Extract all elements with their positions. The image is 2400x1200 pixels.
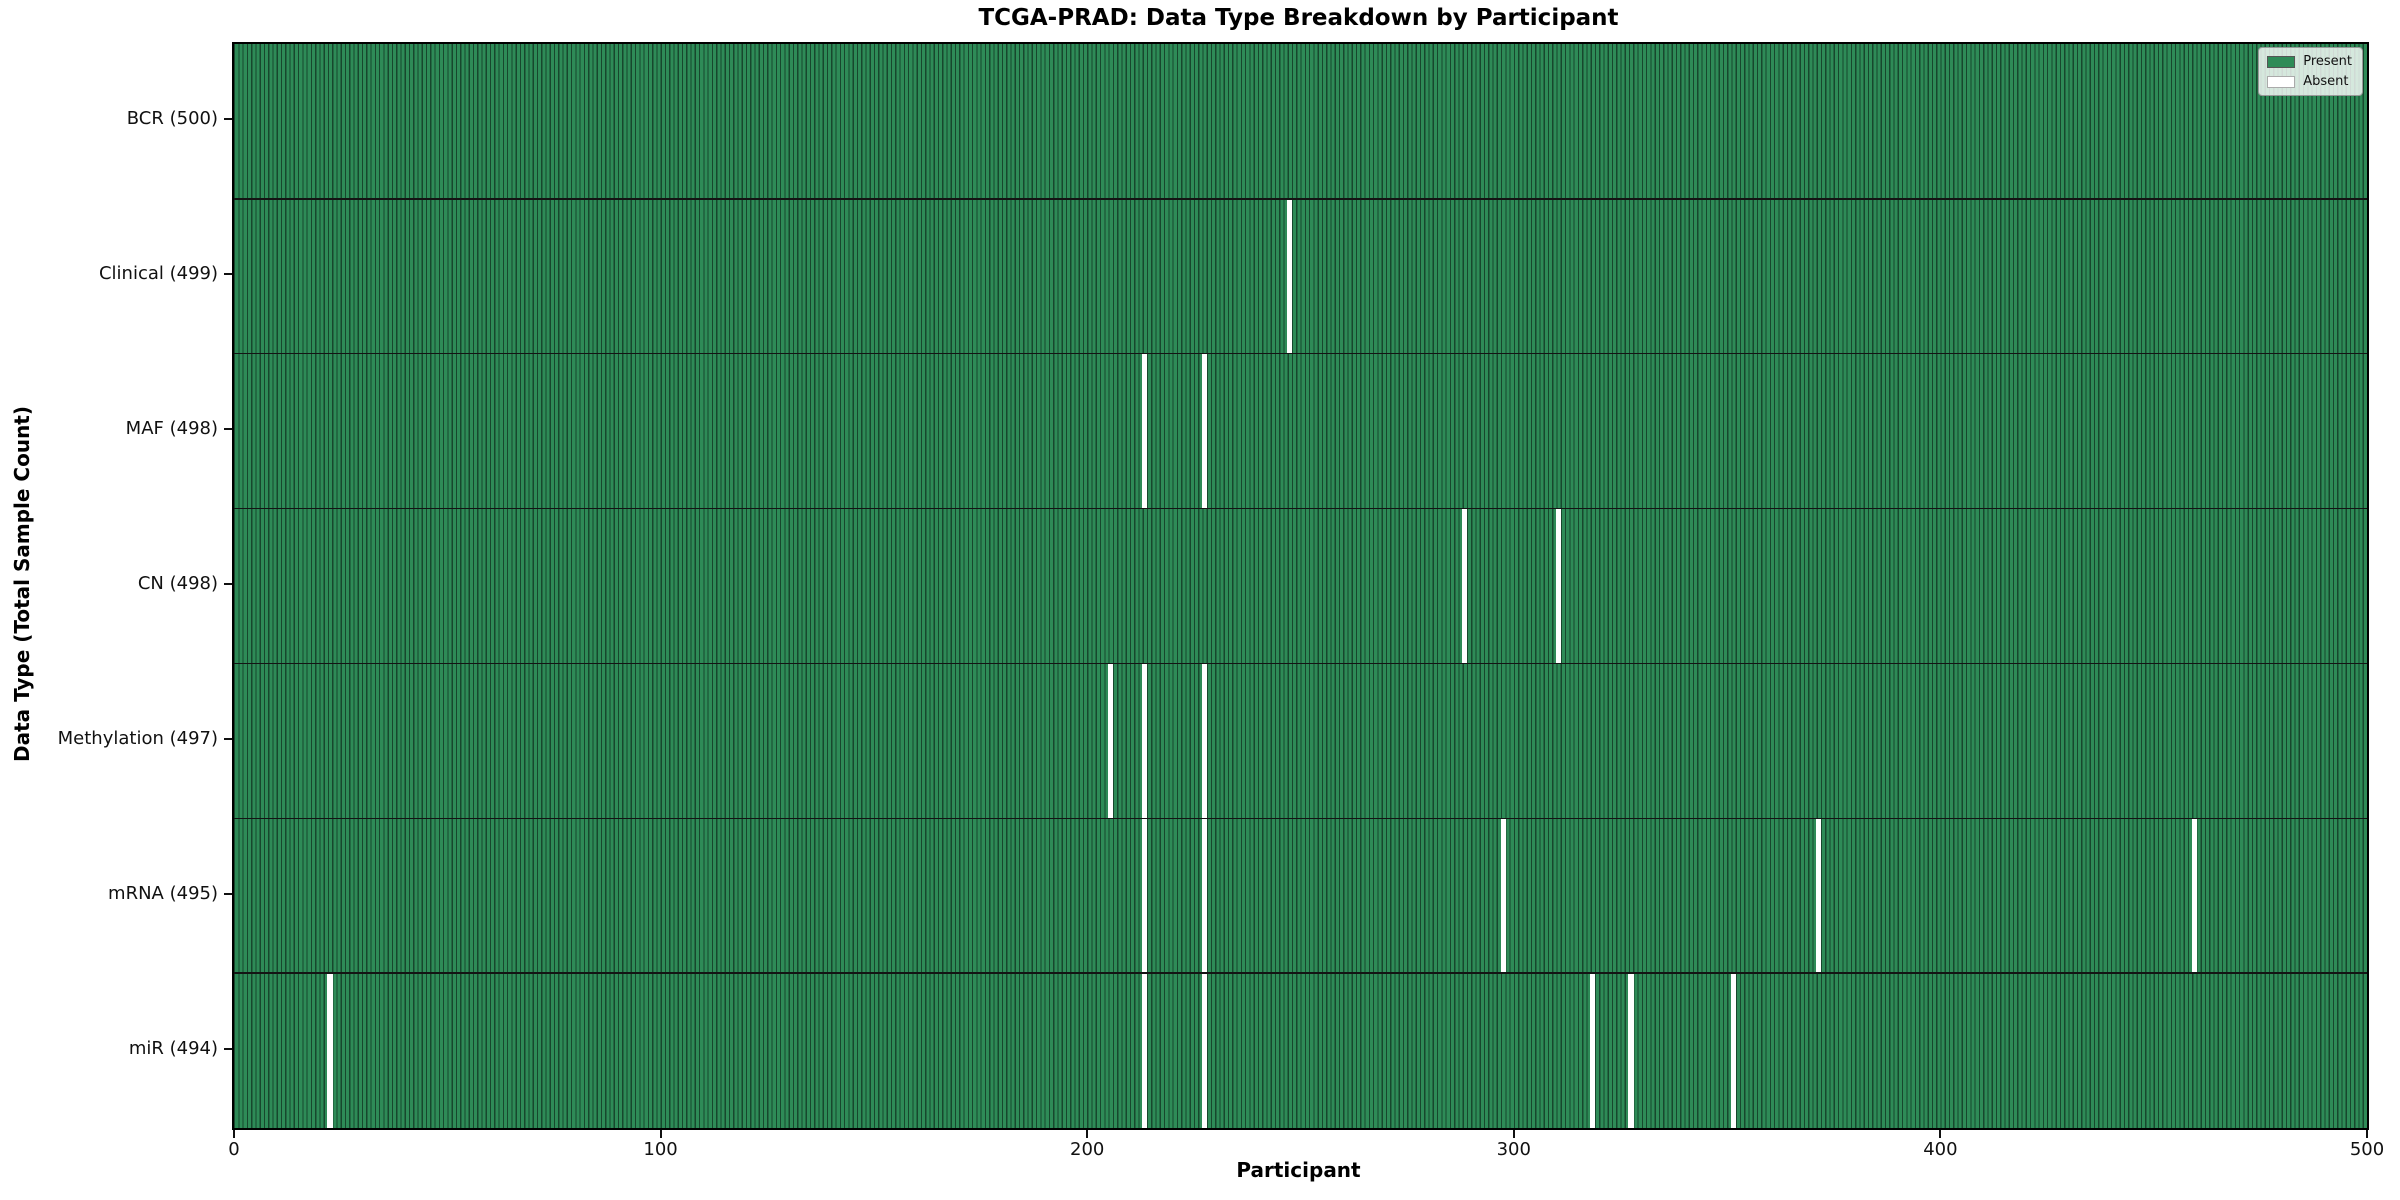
data-type-row-miR bbox=[234, 973, 2367, 1128]
y-tick-label: BCR (500) bbox=[126, 108, 218, 130]
y-tick-label: CN (498) bbox=[137, 573, 218, 594]
absent-gap bbox=[1730, 973, 1737, 1128]
x-tick-mark bbox=[2366, 1130, 2368, 1138]
x-tick-label: 300 bbox=[1496, 1139, 1531, 1160]
absent-gap bbox=[1590, 973, 1596, 1128]
y-tick-label: mRNA (495) bbox=[108, 882, 218, 904]
row-separator bbox=[234, 817, 2367, 820]
y-tick-label: miR (494) bbox=[128, 1037, 218, 1059]
legend-item-absent: Absent bbox=[2267, 74, 2352, 89]
y-tick-mark bbox=[224, 273, 232, 276]
absent-gap bbox=[1201, 353, 1208, 509]
y-tick-label: MAF (498) bbox=[125, 418, 218, 440]
chart-title: TCGA-PRAD: Data Type Breakdown by Partic… bbox=[978, 5, 1619, 31]
absent-gap bbox=[1628, 973, 1634, 1128]
absent-gap bbox=[1142, 353, 1148, 509]
absent-gap bbox=[1816, 818, 1822, 974]
x-tick-mark bbox=[233, 1130, 235, 1138]
x-tick-label: 500 bbox=[2349, 1139, 2385, 1160]
absent-gap bbox=[1201, 818, 1208, 974]
data-type-row-CN bbox=[234, 508, 2367, 664]
x-tick-mark bbox=[659, 1130, 662, 1138]
x-tick-label: 200 bbox=[1070, 1139, 1105, 1160]
absent-gap bbox=[1555, 508, 1562, 664]
x-tick-mark bbox=[1512, 1130, 1515, 1138]
data-type-row-BCR bbox=[234, 44, 2367, 199]
plot-area: Present Absent bbox=[232, 42, 2369, 1130]
absent-gap bbox=[327, 973, 333, 1128]
legend: Present Absent bbox=[2258, 47, 2363, 96]
data-type-row-mRNA bbox=[234, 818, 2367, 974]
absent-gap bbox=[1142, 973, 1148, 1128]
x-tick-label: 400 bbox=[1923, 1139, 1958, 1160]
absent-gap bbox=[2191, 818, 2197, 974]
y-tick-label: Clinical (499) bbox=[98, 263, 218, 285]
legend-present-swatch bbox=[2267, 55, 2296, 68]
row-separator bbox=[234, 507, 2367, 510]
legend-item-present: Present bbox=[2267, 54, 2352, 69]
row-separator bbox=[234, 662, 2367, 665]
y-tick-mark bbox=[224, 1047, 232, 1050]
x-tick-label: 0 bbox=[228, 1139, 240, 1160]
absent-gap bbox=[1201, 973, 1208, 1128]
absent-gap bbox=[1201, 663, 1208, 819]
x-tick-label: 100 bbox=[643, 1139, 678, 1160]
absent-gap bbox=[1462, 508, 1468, 664]
x-tick-mark bbox=[1086, 1130, 1089, 1138]
row-separator bbox=[234, 352, 2367, 355]
y-tick-label: Methylation (497) bbox=[57, 727, 218, 749]
row-separator bbox=[234, 972, 2367, 974]
legend-present-label: Present bbox=[2303, 54, 2352, 69]
absent-gap bbox=[1108, 663, 1114, 819]
absent-gap bbox=[1500, 818, 1506, 974]
legend-absent-swatch bbox=[2267, 75, 2296, 88]
x-tick-mark bbox=[1939, 1130, 1942, 1138]
data-type-row-MAF bbox=[234, 353, 2367, 509]
y-tick-mark bbox=[224, 118, 232, 121]
row-separator bbox=[234, 198, 2367, 200]
y-tick-mark bbox=[224, 737, 232, 740]
absent-gap bbox=[1287, 198, 1293, 354]
x-axis-title: Participant bbox=[1236, 1158, 1361, 1182]
legend-absent-label: Absent bbox=[2303, 74, 2349, 89]
y-tick-mark bbox=[224, 428, 232, 431]
absent-gap bbox=[1142, 663, 1148, 819]
data-type-row-Methylation bbox=[234, 663, 2367, 819]
data-type-row-Clinical bbox=[234, 198, 2367, 354]
y-tick-mark bbox=[224, 583, 232, 585]
y-tick-mark bbox=[224, 892, 232, 895]
absent-gap bbox=[1142, 818, 1148, 974]
